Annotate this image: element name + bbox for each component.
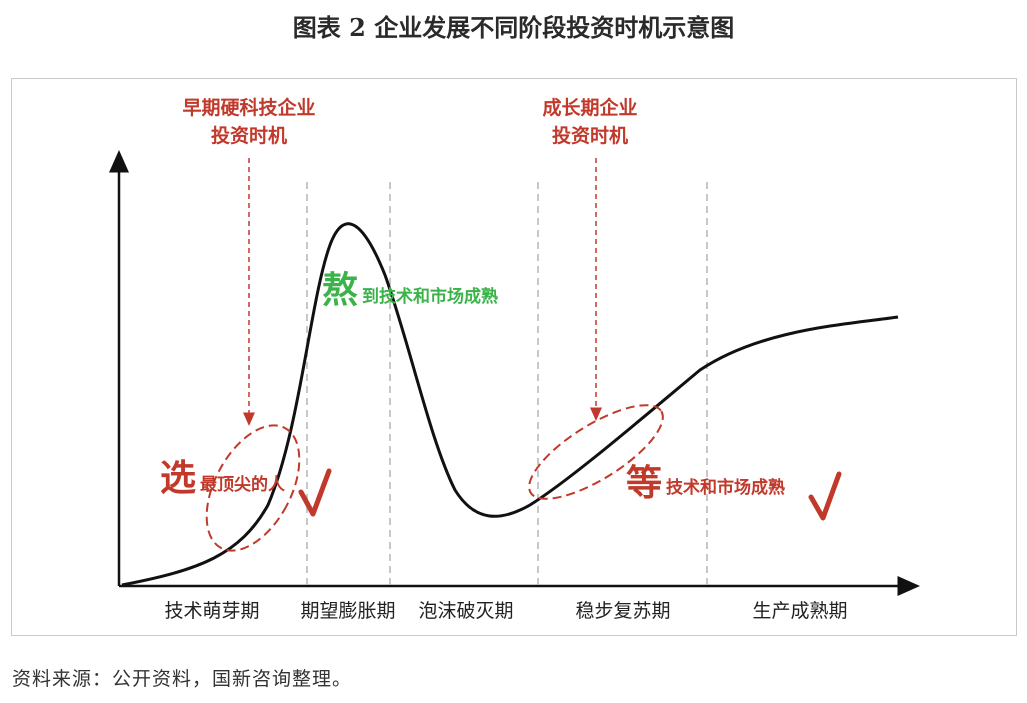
wait-big-char: 等 <box>626 463 662 504</box>
hype-curve <box>121 222 899 587</box>
stage-label: 期望膨胀期 <box>300 600 395 622</box>
figure-title: 图表 2 企业发展不同阶段投资时机示意图 <box>292 13 735 42</box>
endure-big-char: 熬 <box>322 270 358 311</box>
stage-label: 泡沫破灭期 <box>418 600 513 622</box>
select-caption: 最顶尖的人 <box>200 474 286 495</box>
growth-investment-ellipse <box>528 404 664 500</box>
select-big-char: 选 <box>160 458 196 499</box>
endure-caption: 到技术和市场成熟 <box>362 286 498 307</box>
growth-annotation-line1: 成长期企业 <box>542 96 637 119</box>
early-annotation-line1: 早期硬科技企业 <box>182 96 315 119</box>
stage-label: 稳步复苏期 <box>575 600 670 622</box>
checkmark-icon <box>298 468 332 517</box>
growth-annotation-line2: 投资时机 <box>552 124 628 147</box>
stage-label: 生产成熟期 <box>752 600 847 622</box>
figure-frame <box>11 78 1017 636</box>
stage-label: 技术萌芽期 <box>164 600 259 622</box>
early-investment-ellipse <box>205 424 301 552</box>
checkmark-icon <box>808 471 842 521</box>
early-annotation-line2: 投资时机 <box>211 124 287 147</box>
wait-caption: 技术和市场成熟 <box>666 477 785 498</box>
source-note: 资料来源：公开资料，国新咨询整理。 <box>12 668 353 690</box>
